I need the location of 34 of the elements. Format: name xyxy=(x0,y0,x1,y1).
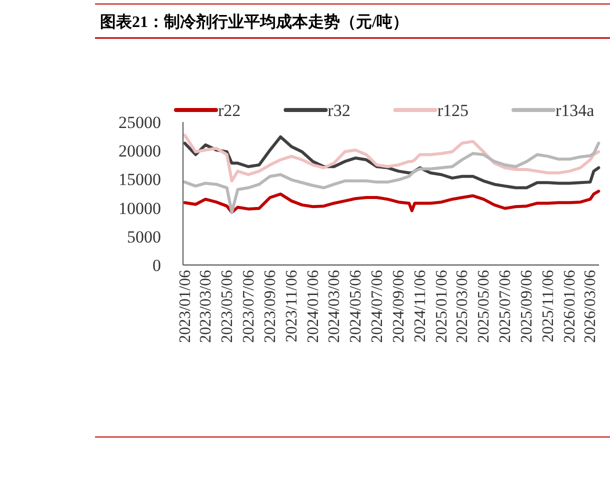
x-tick-label: 2024/01/06 xyxy=(304,270,322,343)
x-tick-label: 2024/03/06 xyxy=(326,270,343,343)
legend-label: r32 xyxy=(328,101,350,120)
x-tick-label: 2024/07/06 xyxy=(368,270,386,343)
chart-title: 图表21：制冷剂行业平均成本走势（元/吨） xyxy=(100,12,408,31)
x-tick-label: 2023/01/06 xyxy=(176,270,194,343)
y-tick-label: 0 xyxy=(152,256,161,275)
x-tick-label: 2024/11/06 xyxy=(412,270,429,342)
x-tick-label: 2025/05/06 xyxy=(476,270,493,343)
x-tick-label: 2026/03/06 xyxy=(582,270,600,343)
legend-label: r134a xyxy=(556,101,595,120)
line-series xyxy=(183,134,600,182)
x-tick-label: 2023/09/06 xyxy=(262,270,280,343)
y-tick-label: 15000 xyxy=(118,170,161,190)
y-tick-label: 10000 xyxy=(118,198,161,218)
x-tick-label: 2024/09/06 xyxy=(390,270,408,343)
x-tick-label: 2026/01/06 xyxy=(562,270,579,343)
line-series xyxy=(183,190,600,214)
x-tick-label: 2025/01/06 xyxy=(433,270,450,343)
x-tick-label: 2025/07/06 xyxy=(496,270,514,343)
y-tick-label: 5000 xyxy=(127,227,161,246)
legend-label: r22 xyxy=(218,101,241,120)
x-tick-label: 2023/07/06 xyxy=(240,270,258,343)
x-tick-label: 2023/05/06 xyxy=(218,270,236,343)
y-tick-label: 20000 xyxy=(118,142,161,161)
line-series xyxy=(183,142,600,214)
x-tick-label: 2023/11/06 xyxy=(283,270,300,342)
y-tick-label: 25000 xyxy=(118,113,161,132)
x-tick-label: 2025/09/06 xyxy=(518,270,536,343)
x-tick-label: 2023/03/06 xyxy=(197,270,214,343)
x-tick-label: 2025/11/06 xyxy=(540,270,558,342)
x-tick-label: 2024/05/06 xyxy=(347,270,364,343)
legend-label: r125 xyxy=(437,101,469,120)
x-tick-label: 2025/03/06 xyxy=(454,270,472,343)
